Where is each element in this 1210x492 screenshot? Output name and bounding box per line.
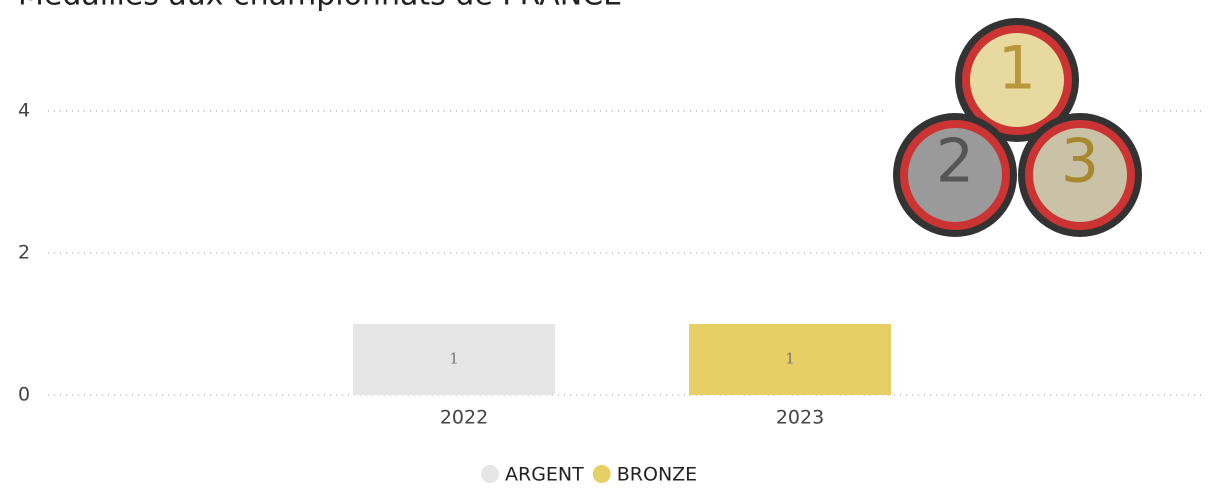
legend-marker [481, 465, 499, 483]
y-tick-label: 4 [18, 100, 30, 122]
data-label: 1 [785, 350, 795, 368]
svg-text:2: 2 [936, 127, 974, 197]
svg-text:1: 1 [998, 34, 1036, 104]
medals-image: 1 2 3 [885, 5, 1142, 250]
chart-title: Médailles aux championnats de FRANCE [18, 0, 622, 13]
legend-label: BRONZE [617, 464, 697, 486]
x-tick-label: 2022 [440, 407, 488, 429]
data-label: 1 [449, 350, 459, 368]
legend-label: ARGENT [505, 464, 584, 486]
x-tick-label: 2023 [776, 407, 824, 429]
chart: Médailles aux championnats de FRANCE 0 2 4… [0, 0, 1210, 488]
svg-text:3: 3 [1061, 127, 1099, 197]
y-tick-label: 0 [18, 384, 30, 406]
y-tick-label: 2 [18, 242, 30, 264]
legend: ARGENT BRONZE [481, 464, 697, 486]
legend-marker [593, 465, 611, 483]
